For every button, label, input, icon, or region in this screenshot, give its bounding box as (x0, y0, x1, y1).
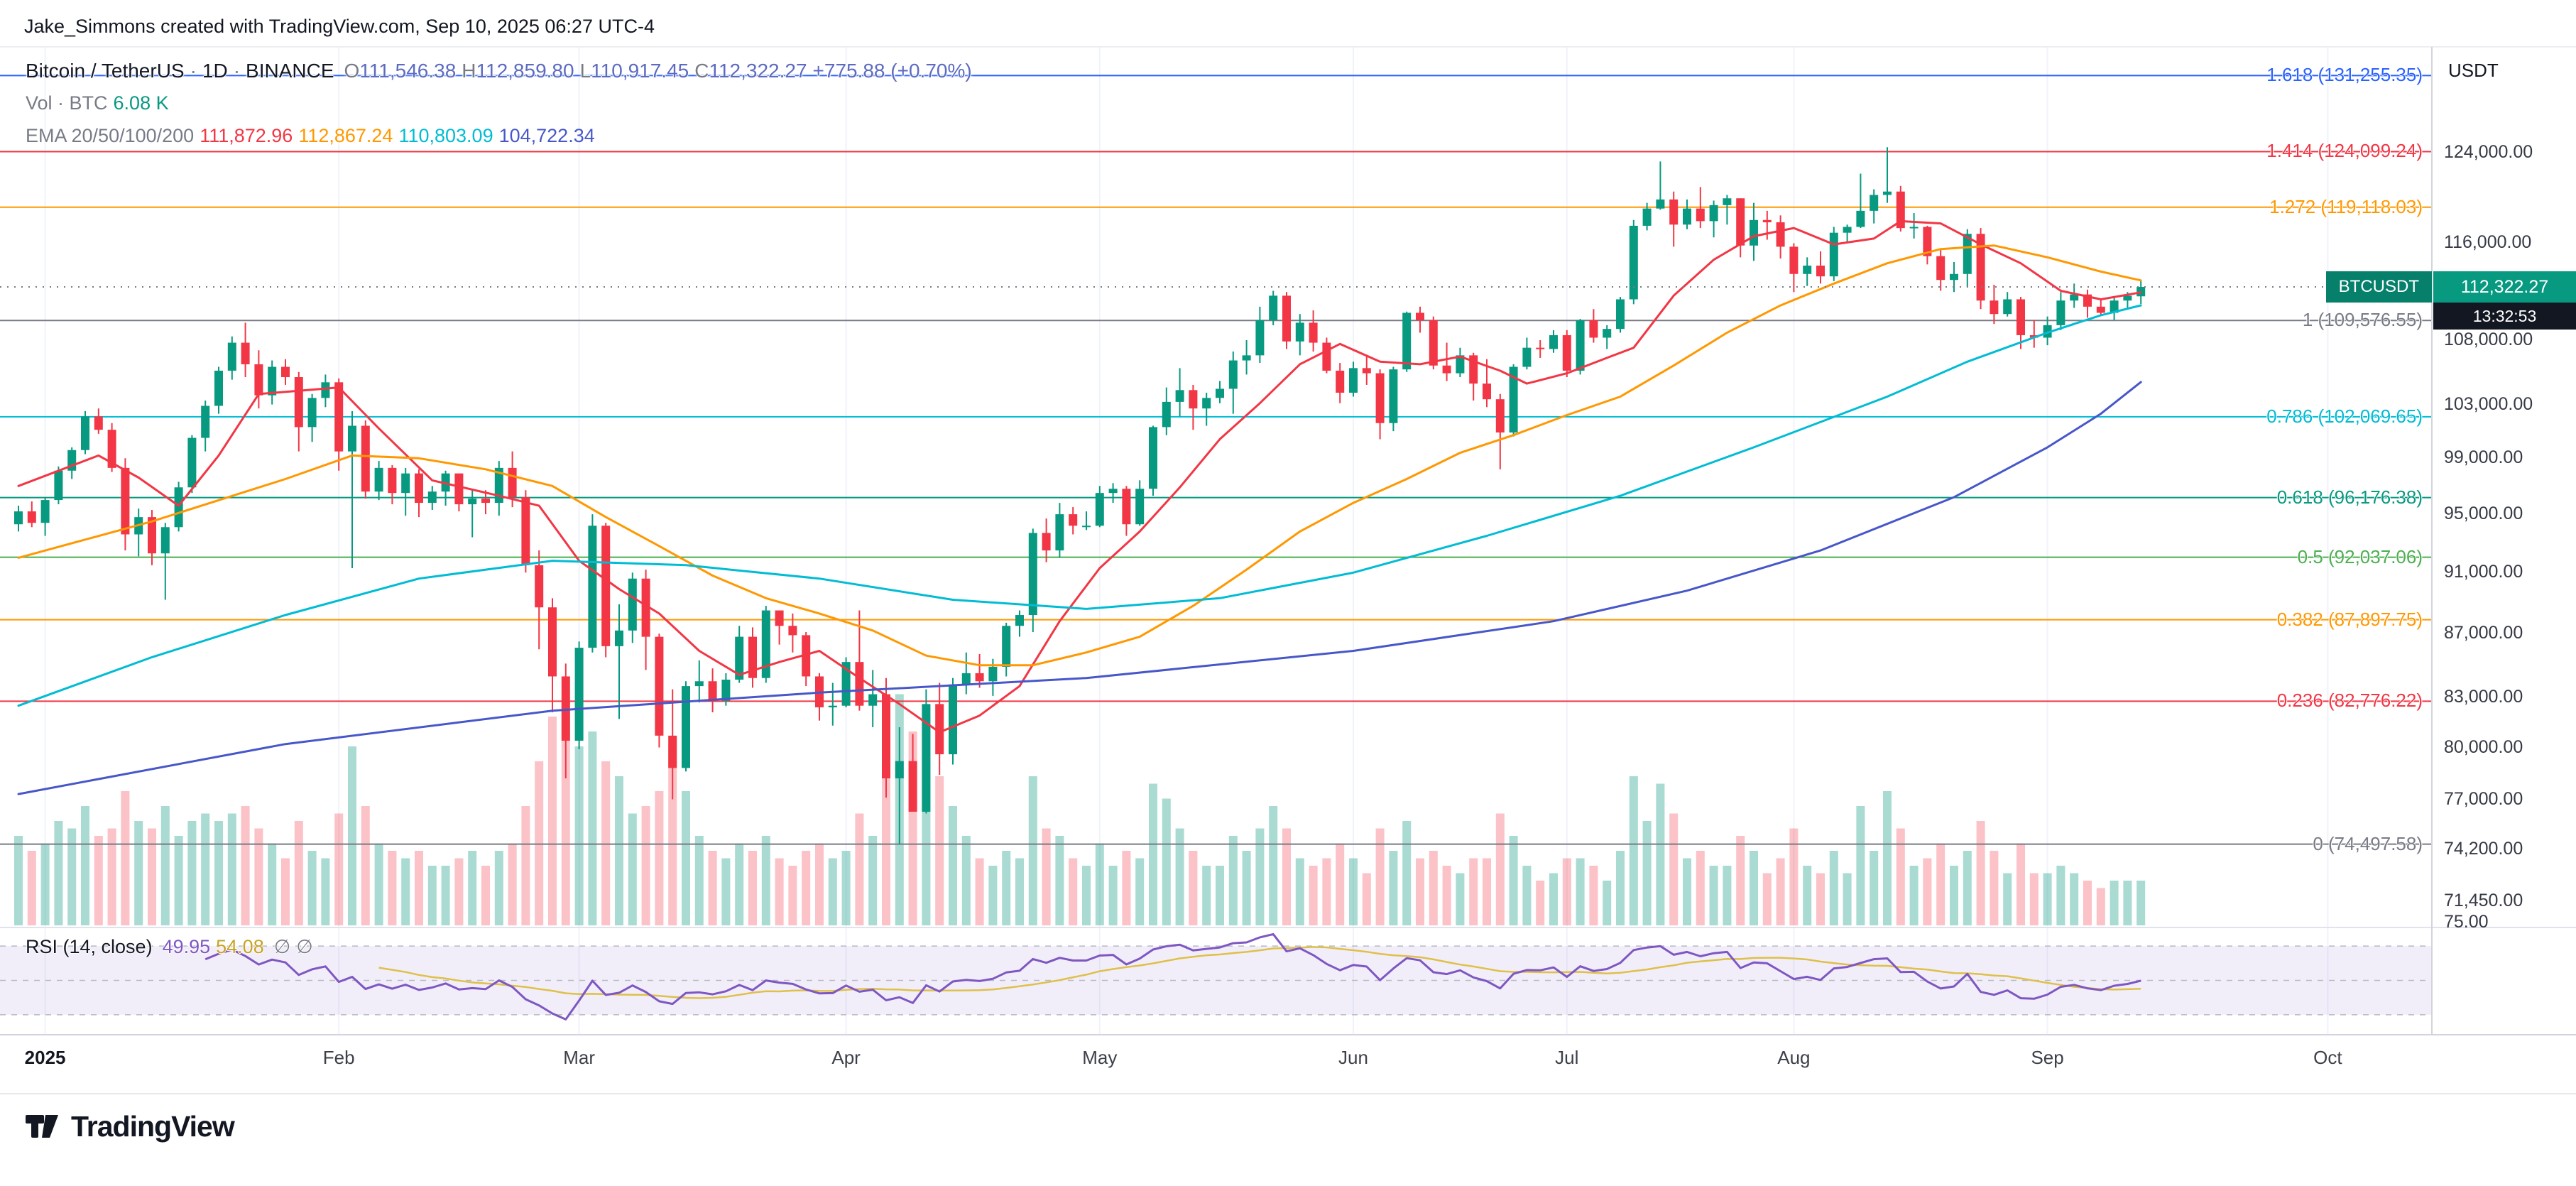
symbol-legend-row[interactable]: Bitcoin / TetherUS · 1D · BINANCE O 111,… (26, 60, 972, 82)
rsi-value: 49.95 (162, 936, 211, 957)
month-label: May (1082, 1047, 1118, 1068)
month-label: Apr (831, 1047, 861, 1068)
price-tick-label: 77,000.00 (2444, 788, 2523, 809)
rsi-legend-row[interactable]: RSI (14, close) 49.95 54.08 ∅ ∅ (26, 936, 313, 958)
symbol-tag: BTCUSDT (2325, 271, 2432, 303)
rsi-title: RSI (14, close) (26, 936, 153, 957)
price-tick-label: 116,000.00 (2444, 232, 2532, 253)
tradingview-logo-icon (23, 1105, 62, 1148)
price-tick-label: 71,450.00 (2444, 890, 2523, 910)
price-tick-label: 99,000.00 (2444, 447, 2523, 468)
price-tick-label: 108,000.00 (2444, 330, 2533, 349)
low-value: 110,917.45 (591, 60, 689, 82)
fib-level-label: 0 (74,497.58) (2313, 832, 2423, 854)
fib-level-label: 0.236 (82,776.22) (2276, 690, 2423, 712)
interval-label[interactable]: 1D (202, 60, 228, 82)
bar-countdown-badge: 13:32:53 (2433, 303, 2576, 330)
month-label: Jul (1555, 1047, 1579, 1068)
price-axis-currency: USDT (2448, 60, 2499, 81)
rsi-divergence-empty-icon: ∅ (296, 936, 313, 957)
ema200-value: 104,722.34 (498, 125, 595, 146)
price-tick-label: 91,000.00 (2444, 562, 2523, 582)
fib-level-label: 0.618 (96,176.38) (2276, 486, 2423, 508)
price-tick-label: 124,000.00 (2444, 142, 2533, 162)
legend-separator: · (233, 60, 241, 82)
fib-level-label: 1.272 (119,118.03) (2269, 195, 2423, 217)
open-value: 111,546.38 (359, 60, 457, 82)
attribution: Jake_Simmons created with TradingView.co… (24, 16, 655, 37)
low-label: L (579, 60, 591, 82)
rsi-ma-value: 54.08 (216, 936, 264, 957)
price-tick-label: 95,000.00 (2444, 504, 2523, 524)
open-label: O (344, 60, 360, 82)
high-value: 112,859.80 (476, 60, 574, 82)
ema100-value: 110,803.09 (398, 125, 493, 146)
fib-level-label: 0.382 (87,897.75) (2276, 608, 2423, 630)
month-label: Oct (2313, 1047, 2342, 1068)
exchange-label[interactable]: BINANCE (246, 60, 334, 82)
symbol-name[interactable]: Bitcoin / TetherUS (26, 60, 185, 82)
volume-value: 6.08 K (113, 92, 169, 114)
month-label: 2025 (24, 1047, 66, 1068)
fib-level-label: 1 (109,576.55) (2302, 309, 2423, 331)
volume-label: Vol · BTC (26, 92, 108, 114)
month-label: Mar (563, 1047, 595, 1068)
last-price-badge: 112,322.27 (2433, 271, 2576, 303)
price-tick-label: 87,000.00 (2444, 623, 2523, 643)
fib-level-label: 0.5 (92,037.06) (2297, 545, 2423, 567)
rsi-divergence-empty-icon: ∅ (273, 936, 291, 957)
price-tick-label: 80,000.00 (2444, 736, 2523, 757)
ema20-value: 111,872.96 (200, 125, 293, 146)
fib-level-label: 1.414 (124,099.24) (2266, 140, 2423, 162)
month-label: Jun (1338, 1047, 1368, 1068)
footer-branding[interactable]: TradingView (23, 1105, 235, 1148)
price-tick-label: 74,200.00 (2444, 839, 2523, 859)
fib-level-label: 1.618 (131,255.35) (2266, 64, 2423, 86)
high-label: H (462, 60, 476, 82)
ema-legend-row[interactable]: EMA 20/50/100/200 111,872.96 112,867.24 … (26, 125, 595, 147)
rsi-scale-label: 75.00 (2444, 912, 2489, 932)
ema-label: EMA 20/50/100/200 (26, 125, 195, 146)
month-label: Aug (1777, 1047, 1811, 1068)
change-value: +775.88 (+0.70%) (812, 60, 972, 82)
brand-name: TradingView (71, 1110, 235, 1143)
price-tick-label: 103,000.00 (2444, 393, 2533, 414)
month-label: Feb (322, 1047, 355, 1068)
fib-level-label: 0.786 (102,069.65) (2266, 405, 2423, 427)
price-tick-label: 83,000.00 (2444, 687, 2523, 707)
month-label: Sep (2031, 1047, 2064, 1068)
close-label: C (694, 60, 709, 82)
legend-separator: · (190, 60, 197, 82)
ema50-value: 112,867.24 (298, 125, 393, 146)
volume-legend-row[interactable]: Vol · BTC 6.08 K (26, 92, 169, 114)
close-value: 112,322.27 (709, 60, 807, 82)
